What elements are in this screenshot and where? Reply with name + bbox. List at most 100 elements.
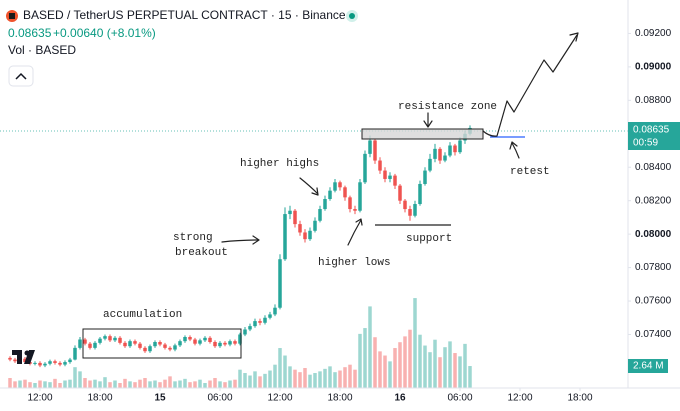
candle-body: [408, 209, 412, 216]
x-tick-label: 18:00: [87, 393, 112, 404]
candle-body: [128, 341, 132, 347]
volume-bar: [248, 375, 252, 388]
volume-bar: [398, 342, 402, 388]
volume-bar: [78, 371, 82, 388]
volume-bar: [198, 379, 202, 388]
y-tick-label: 0.08800: [635, 95, 672, 106]
y-tick-label: 0.09000: [635, 62, 672, 73]
volume-bar: [268, 370, 272, 388]
y-tick-label: 0.09200: [635, 28, 672, 39]
volume-bar: [443, 347, 447, 388]
volume-bar: [108, 382, 112, 388]
volume-bar: [73, 367, 77, 388]
candle-body: [348, 197, 352, 210]
annotation: higher highs: [240, 158, 319, 170]
candle-body: [193, 339, 197, 344]
candle-body: [368, 140, 372, 154]
volume-bar: [233, 379, 237, 388]
volume-bar: [363, 328, 367, 388]
candle-body: [233, 341, 237, 344]
candle-body: [153, 342, 157, 347]
candle-body: [318, 209, 322, 221]
volume-bar: [288, 366, 292, 388]
price-change: +0.00640 (+8.01%): [53, 26, 156, 40]
x-tick-label: 15: [154, 393, 166, 404]
volume-bar: [68, 379, 72, 388]
volume-bar: [98, 381, 102, 388]
candle-body: [168, 347, 172, 350]
volume-bar: [428, 352, 432, 388]
volume-bar: [348, 364, 352, 388]
volume-bar: [28, 382, 32, 388]
candle-body: [118, 337, 122, 343]
volume-bar: [123, 378, 127, 388]
volume-bar: [38, 380, 42, 388]
candle-body: [8, 357, 12, 360]
candle-body: [298, 224, 302, 233]
status-dot-inner: [349, 13, 355, 19]
x-tick-label: 06:00: [447, 393, 472, 404]
volume-bar: [368, 306, 372, 388]
volume-bar: [218, 381, 222, 388]
candle-body: [303, 232, 307, 240]
volume-bar: [343, 367, 347, 388]
volume-bar: [253, 371, 257, 388]
candle-body: [88, 343, 92, 348]
accumulation-box: [82, 328, 242, 359]
candle-body: [83, 339, 87, 344]
candle-body: [428, 158, 432, 171]
candle-body: [228, 341, 232, 345]
candle-body: [363, 153, 367, 183]
candle-body: [358, 182, 362, 211]
volume-bar: [228, 380, 232, 388]
candle-body: [108, 336, 112, 341]
candle-body: [98, 338, 102, 343]
candle-body: [53, 361, 57, 363]
candle-body: [63, 362, 67, 365]
volume-bar: [303, 368, 307, 388]
y-tick-label: 0.07600: [635, 296, 672, 307]
countdown-label: 00:59: [633, 138, 658, 149]
candle-body: [43, 363, 47, 366]
candle-body: [453, 145, 457, 153]
candle-body: [33, 362, 37, 364]
volume-bar: [273, 364, 277, 388]
candle-body: [393, 175, 397, 186]
annotation: breakout: [175, 247, 228, 259]
projection-arrowhead: [569, 32, 579, 42]
volume-label: 2.64 M: [633, 361, 664, 372]
candle-body: [163, 344, 167, 348]
candle-body: [198, 340, 202, 344]
volume-bar: [438, 357, 442, 388]
volume-bar: [148, 381, 152, 388]
candle-body: [123, 342, 127, 347]
last-price: 0.08635: [8, 26, 52, 40]
candle-body: [413, 204, 417, 216]
candle-body: [313, 220, 317, 231]
volume-bar: [133, 382, 137, 388]
volume-bar: [458, 356, 462, 388]
candle-body: [13, 359, 17, 362]
collapse-icon: [15, 72, 27, 80]
candle-body: [38, 362, 42, 366]
candle-body: [388, 175, 392, 179]
candle-body: [418, 183, 422, 205]
candle-body: [398, 185, 402, 201]
volume-bar: [23, 379, 27, 388]
arrow: [423, 112, 433, 128]
x-tick-label: 06:00: [207, 393, 232, 404]
volume-bar: [48, 382, 52, 388]
y-tick-label: 0.07400: [635, 329, 672, 340]
candle-body: [423, 170, 427, 184]
candle-body: [68, 359, 72, 363]
candle-body: [113, 337, 117, 341]
price-label: 0.08635: [633, 125, 670, 136]
volume-bar: [263, 373, 267, 388]
symbol-title[interactable]: BASED / TetherUS PERPETUAL CONTRACT · 15…: [23, 8, 346, 22]
candle-body: [138, 343, 142, 348]
collapse-button[interactable]: [8, 65, 34, 87]
volume-bar: [33, 383, 37, 388]
volume-bar: [93, 379, 97, 388]
annotation: accumulation: [103, 309, 182, 321]
